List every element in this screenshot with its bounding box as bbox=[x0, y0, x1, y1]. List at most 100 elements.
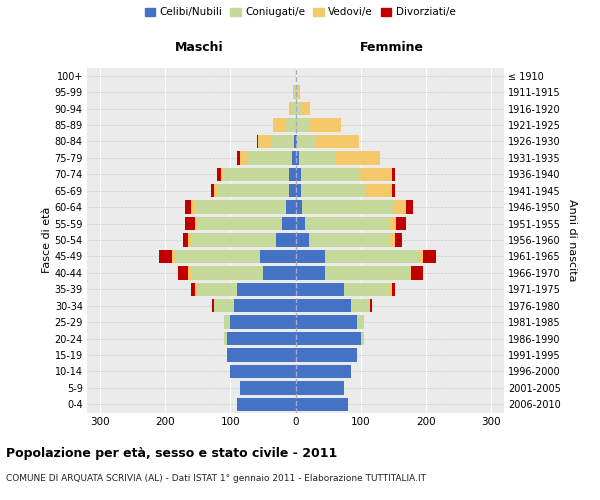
Bar bbox=[370, 299, 373, 312]
Bar bbox=[276, 234, 296, 246]
Bar bbox=[286, 118, 296, 132]
Bar bbox=[227, 348, 296, 362]
Bar bbox=[257, 134, 259, 148]
Bar bbox=[392, 184, 395, 198]
Y-axis label: Anni di nascita: Anni di nascita bbox=[566, 198, 577, 281]
Bar bbox=[293, 86, 294, 99]
Bar bbox=[392, 282, 395, 296]
Bar bbox=[194, 217, 198, 230]
Bar bbox=[294, 134, 296, 148]
Bar bbox=[191, 234, 276, 246]
Bar bbox=[240, 151, 247, 164]
Bar bbox=[191, 200, 194, 214]
Bar bbox=[188, 234, 191, 246]
Bar bbox=[178, 266, 188, 280]
Bar bbox=[325, 250, 419, 263]
Bar bbox=[185, 217, 194, 230]
Bar bbox=[296, 348, 358, 362]
Bar bbox=[419, 250, 422, 263]
Bar bbox=[296, 217, 305, 230]
Bar bbox=[410, 266, 412, 280]
Bar bbox=[351, 299, 370, 312]
Y-axis label: Fasce di età: Fasce di età bbox=[41, 207, 52, 273]
Bar bbox=[259, 134, 271, 148]
Bar bbox=[366, 184, 392, 198]
Bar bbox=[183, 234, 188, 246]
Bar bbox=[302, 200, 393, 214]
Bar bbox=[237, 282, 296, 296]
Bar bbox=[260, 250, 296, 263]
Bar bbox=[296, 184, 301, 198]
Bar bbox=[406, 200, 413, 214]
Bar bbox=[221, 168, 224, 181]
Bar bbox=[272, 118, 286, 132]
Bar bbox=[214, 299, 233, 312]
Bar bbox=[237, 151, 240, 164]
Text: Femmine: Femmine bbox=[359, 40, 424, 54]
Bar bbox=[283, 217, 296, 230]
Bar bbox=[393, 200, 406, 214]
Bar bbox=[194, 200, 286, 214]
Bar bbox=[296, 398, 347, 411]
Bar bbox=[412, 266, 423, 280]
Bar bbox=[296, 364, 351, 378]
Bar bbox=[296, 86, 297, 99]
Bar bbox=[191, 266, 263, 280]
Bar bbox=[308, 118, 341, 132]
Bar bbox=[296, 151, 299, 164]
Bar bbox=[392, 168, 395, 181]
Bar bbox=[308, 234, 390, 246]
Bar bbox=[214, 184, 217, 198]
Bar bbox=[422, 250, 436, 263]
Bar bbox=[240, 381, 296, 394]
Bar bbox=[296, 332, 361, 345]
Text: COMUNE DI ARQUATA SCRIVIA (AL) - Dati ISTAT 1° gennaio 2011 - Elaborazione TUTTI: COMUNE DI ARQUATA SCRIVIA (AL) - Dati IS… bbox=[6, 474, 426, 483]
Bar bbox=[230, 364, 296, 378]
Bar bbox=[217, 168, 221, 181]
Bar bbox=[335, 151, 380, 164]
Bar bbox=[390, 234, 395, 246]
Bar bbox=[299, 151, 335, 164]
Bar bbox=[224, 168, 289, 181]
Bar bbox=[294, 86, 296, 99]
Text: Popolazione per età, sesso e stato civile - 2011: Popolazione per età, sesso e stato civil… bbox=[6, 448, 337, 460]
Bar bbox=[289, 102, 292, 116]
Bar bbox=[296, 282, 344, 296]
Bar bbox=[296, 134, 297, 148]
Bar bbox=[296, 381, 344, 394]
Bar bbox=[301, 102, 310, 116]
Bar bbox=[237, 398, 296, 411]
Bar bbox=[271, 134, 294, 148]
Bar bbox=[305, 217, 390, 230]
Bar bbox=[296, 118, 308, 132]
Bar bbox=[316, 134, 359, 148]
Bar bbox=[358, 316, 364, 329]
Bar bbox=[296, 200, 302, 214]
Bar bbox=[296, 316, 358, 329]
Bar bbox=[194, 282, 198, 296]
Bar bbox=[188, 266, 191, 280]
Bar bbox=[289, 184, 296, 198]
Bar bbox=[191, 282, 194, 296]
Bar bbox=[397, 217, 406, 230]
Bar bbox=[198, 217, 283, 230]
Bar bbox=[296, 266, 325, 280]
Bar bbox=[390, 217, 397, 230]
Bar bbox=[247, 151, 292, 164]
Bar bbox=[296, 102, 301, 116]
Bar bbox=[212, 299, 214, 312]
Bar bbox=[172, 250, 175, 263]
Bar bbox=[224, 316, 230, 329]
Bar bbox=[185, 200, 191, 214]
Bar bbox=[296, 299, 351, 312]
Bar bbox=[292, 102, 296, 116]
Bar bbox=[211, 184, 214, 198]
Legend: Celibi/Nubili, Coniugati/e, Vedovi/e, Divorziati/e: Celibi/Nubili, Coniugati/e, Vedovi/e, Di… bbox=[143, 5, 457, 20]
Bar bbox=[297, 86, 300, 99]
Bar bbox=[297, 134, 316, 148]
Bar bbox=[395, 234, 402, 246]
Bar bbox=[301, 184, 366, 198]
Bar bbox=[230, 316, 296, 329]
Bar bbox=[263, 266, 296, 280]
Bar bbox=[359, 168, 392, 181]
